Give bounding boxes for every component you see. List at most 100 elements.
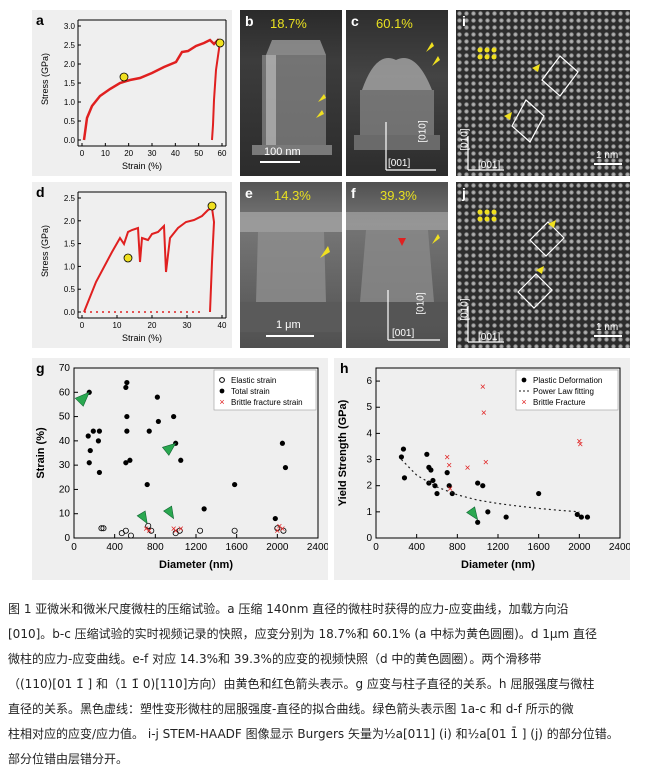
y-tick-label: 40 (59, 436, 71, 447)
panel-e: e 14.3% 1 μm (240, 182, 342, 348)
data-point (124, 428, 130, 434)
data-point (475, 519, 481, 525)
data-point (176, 527, 183, 534)
x-tick-label: 60 (218, 149, 227, 158)
data-point (155, 418, 161, 425)
data-point (145, 522, 152, 529)
panel-d-ylabel: Stress (GPa) (40, 225, 50, 278)
legend-label: Brittle fracture strain (231, 398, 303, 407)
panel-b-label: b (245, 13, 254, 29)
panel-d-xlabel: Strain (%) (122, 333, 163, 343)
panel-c-label: c (351, 13, 359, 29)
x-tick-label: 10 (113, 321, 122, 330)
data-point (426, 480, 432, 486)
data-point (85, 433, 91, 439)
x-tick-label: 2000 (266, 542, 289, 553)
data-point: × (483, 458, 489, 469)
data-point (401, 475, 408, 481)
panel-c-image (354, 42, 440, 171)
y-tick-label: 2 (366, 481, 372, 492)
y-tick-label: 5 (366, 402, 372, 413)
y-tick-label: 60 (59, 387, 71, 398)
data-point (96, 469, 103, 476)
panel-a-ylabel: Stress (GPa) (40, 53, 50, 106)
caption-line: 微柱的应力-应变曲线。e-f 对应 14.3%和 39.3%的应变的视频快照（d… (8, 652, 542, 666)
x-tick-label: 2400 (307, 542, 328, 553)
panel-c-strain: 60.1% (376, 16, 413, 31)
caption-line: （(110)[01 1̄ ] 和（1 1̄ 0)[110]方向）由黄色和红色箭头… (8, 677, 595, 691)
panel-j-label: j (462, 185, 466, 201)
x-tick-label: 0 (373, 542, 379, 553)
data-point: × (480, 382, 486, 393)
legend-label: Elastic strain (231, 376, 276, 385)
data-point (86, 460, 92, 466)
data-point: × (444, 452, 450, 463)
data-point: × (481, 408, 487, 419)
y-tick-label: 0 (64, 533, 70, 544)
panel-d-label: d (36, 184, 45, 200)
x-tick-label: 400 (106, 542, 123, 553)
caption-line: 部分位错由层错分开。 (8, 752, 129, 766)
y-tick-label: 70 (59, 363, 71, 374)
y-tick-label: 1 (366, 507, 372, 518)
green-arrow-icon (74, 391, 90, 407)
legend-label: Power Law fitting (533, 387, 594, 396)
x-tick-label: 20 (148, 321, 157, 330)
panel-i-axis-h: [001] (478, 160, 501, 171)
data-point (272, 515, 278, 522)
data-point (574, 511, 580, 518)
legend-label: Plastic Deformation (533, 376, 602, 385)
data-point (144, 481, 150, 488)
x-tick-label: 30 (148, 149, 157, 158)
x-tick-label: 0 (71, 542, 77, 553)
x-tick-label: 800 (449, 542, 466, 553)
data-point (536, 490, 542, 497)
yellow-arrow-icon (532, 64, 540, 72)
data-point: × (171, 524, 177, 535)
data-point (282, 464, 289, 471)
data-point: × (146, 526, 152, 537)
data-point (434, 490, 440, 497)
y-tick-label: 0 (366, 533, 372, 544)
panel-f-strain: 39.3% (380, 188, 417, 203)
data-point (503, 514, 509, 520)
panel-e-scalebar-label: 1 μm (276, 319, 301, 331)
stress-strain-curve-a (82, 38, 221, 141)
y-tick-label: 2.5 (64, 41, 76, 50)
x-tick-label: 0 (80, 149, 85, 158)
panel-f-axis-h: [001] (392, 328, 415, 339)
figure-caption: 图 1 亚微米和微米尺度微柱的压缩试验。a 压缩 140nm 直径的微柱时获得的… (8, 597, 648, 772)
x-tick-label: 10 (101, 149, 110, 158)
legend-box (213, 369, 317, 411)
y-axis-label: Yield Strength (GPa) (337, 399, 349, 506)
y-tick-label: 1.0 (64, 98, 76, 107)
panel-i-label: i (462, 13, 466, 29)
panel-a-plot: 0 10 20 30 40 50 60 0.0 0.5 1.0 1.5 2.0 2.5 3.0 (64, 19, 227, 158)
data-point (480, 483, 486, 489)
y-tick-label: 1.5 (64, 79, 76, 88)
caption-line: 图 1 亚微米和微米尺度微柱的压缩试验。a 压缩 140nm 直径的微柱时获得的… (8, 602, 569, 616)
green-arrow-icon (163, 505, 175, 520)
marker-f-point (207, 201, 217, 211)
data-point (232, 481, 238, 488)
y-tick-label: 0.0 (64, 308, 76, 317)
panel-j-scalebar-label: 1 nm (596, 322, 619, 333)
legend-marker (219, 388, 225, 394)
x-axis-label: Diameter (nm) (159, 559, 233, 571)
data-point: × (143, 524, 149, 535)
unload-curve-a (211, 41, 221, 141)
data-point (400, 446, 407, 452)
data-point (428, 467, 434, 473)
y-tick-label: 1.5 (64, 240, 76, 249)
green-arrow-icon (466, 506, 479, 521)
panel-i-scalebar-label: 1 nm (596, 150, 619, 161)
panel-a-xlabel: Strain (%) (122, 161, 163, 171)
y-tick-label: 30 (59, 460, 71, 471)
panel-d-plot: 0 10 20 30 40 0.0 0.5 1.0 1.5 2.0 2.5 (64, 191, 227, 330)
panel-f: f 39.3% [010] [001] (346, 182, 448, 348)
data-point (127, 457, 133, 463)
panel-c: c 60.1% [010] [001] (346, 10, 448, 176)
data-point: × (173, 526, 179, 537)
yellow-arrow-icon (548, 220, 556, 228)
x-tick-label: 40 (218, 321, 227, 330)
